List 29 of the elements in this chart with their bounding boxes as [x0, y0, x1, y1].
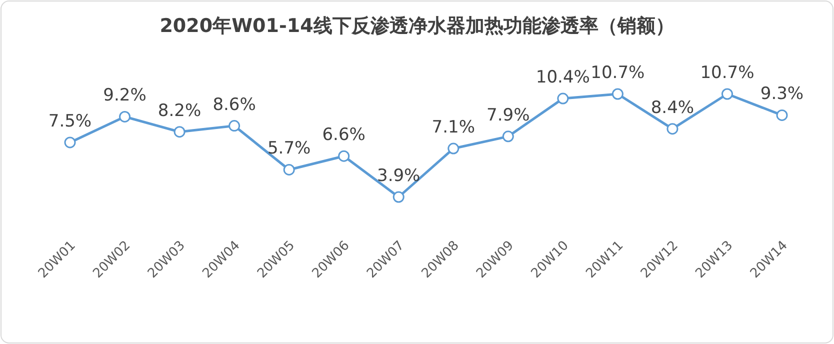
point [64, 136, 76, 148]
point [557, 92, 569, 104]
data-label: 8.2% [158, 100, 202, 121]
data-label: 8.4% [650, 98, 694, 118]
data-label: 9.3% [760, 84, 804, 104]
point [392, 191, 404, 203]
data-label: 10.7% [700, 63, 754, 83]
point [338, 150, 350, 162]
data-label: 7.1% [432, 118, 475, 138]
point [448, 142, 460, 154]
data-label: 6.6% [322, 125, 366, 146]
point [119, 110, 131, 122]
point [666, 123, 678, 135]
data-label: 5.7% [267, 138, 311, 159]
data-label: 10.7% [590, 63, 645, 83]
point [776, 109, 788, 121]
data-label: 7.5% [48, 111, 92, 132]
data-label: 8.6% [212, 94, 256, 115]
data-label: 7.9% [486, 105, 530, 126]
data-label: 9.2% [103, 86, 146, 106]
point [612, 88, 624, 100]
point [502, 130, 514, 142]
point [283, 164, 295, 176]
chart-title: 2020年W01-14线下反渗透净水器加热功能渗透率（销额） [160, 15, 674, 37]
point [228, 120, 240, 132]
data-label: 3.9% [377, 166, 420, 186]
point [721, 88, 733, 100]
data-label: 10.4% [536, 68, 590, 88]
point [174, 126, 186, 138]
